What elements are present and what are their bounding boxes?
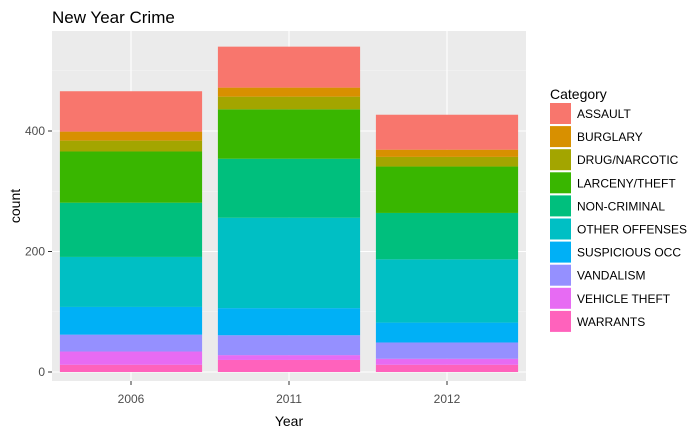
bars <box>59 46 519 372</box>
bar-segment-2006-larceny-theft <box>59 151 203 203</box>
bar-segment-2012-burglary <box>375 149 519 157</box>
legend-title: Category <box>550 86 607 102</box>
y-tick-label: 0 <box>38 365 45 379</box>
x-axis-title: Year <box>275 413 304 429</box>
bar-segment-2012-vandalism <box>375 342 519 359</box>
legend: Category ASSAULT BURGLARY DRUG/NARCOTIC LAR… <box>550 86 687 332</box>
bar-segment-2011-other-offenses <box>217 217 361 309</box>
x-tick-label: 2006 <box>118 392 145 406</box>
legend-key <box>550 241 571 263</box>
bar-segment-2011-suspicious-occ <box>217 308 361 336</box>
bar-segment-2006-drug-narcotic <box>59 140 203 152</box>
x-tick-label: 2011 <box>276 392 302 406</box>
legend-key <box>550 195 571 217</box>
bar-segment-2011-assault <box>217 46 361 88</box>
bar-segment-2006-vandalism <box>59 334 203 352</box>
y-tick-label: 200 <box>25 245 45 259</box>
bar-segment-2012-other-offenses <box>375 259 519 323</box>
chart-title: New Year Crime <box>52 8 175 27</box>
legend-label: BURGLARY <box>577 130 643 144</box>
bar-segment-2006-other-offenses <box>59 256 203 307</box>
bar-segment-2006-non-criminal <box>59 202 203 257</box>
bar-segment-2011-vandalism <box>217 335 361 356</box>
legend-key <box>550 264 571 286</box>
legend-label: WARRANTS <box>577 315 645 329</box>
bar-segment-2011-non-criminal <box>217 158 361 218</box>
legend-label: VEHICLE THEFT <box>577 292 671 306</box>
bar-segment-2011-larceny-theft <box>217 109 361 159</box>
legend-label: LARCENY/THEFT <box>577 176 676 190</box>
x-axis: 2006 2011 2012 <box>118 381 461 406</box>
legend-label: SUSPICIOUS OCC <box>577 246 681 260</box>
y-axis-title: count <box>7 189 23 223</box>
legend-key <box>550 126 571 148</box>
bar-segment-2006-burglary <box>59 131 203 141</box>
bar-segment-2012-suspicious-occ <box>375 322 519 343</box>
bar-segment-2006-assault <box>59 91 203 132</box>
bar-segment-2011-drug-narcotic <box>217 96 361 110</box>
legend-label: NON-CRIMINAL <box>577 199 665 213</box>
legend-key <box>550 218 571 240</box>
legend-label: VANDALISM <box>577 269 645 283</box>
y-axis: 0 200 400 <box>25 124 52 379</box>
x-tick-label: 2012 <box>434 392 461 406</box>
legend-key <box>550 287 571 309</box>
bar-segment-2012-vehicle-theft <box>375 358 519 365</box>
bar-segment-2006-suspicious-occ <box>59 306 203 335</box>
legend-key <box>550 310 571 332</box>
bar-segment-2011-burglary <box>217 87 361 97</box>
bar-segment-2012-assault <box>375 114 519 150</box>
legend-key <box>550 172 571 194</box>
legend-label: ASSAULT <box>577 107 631 121</box>
bar-segment-2012-warrants <box>375 364 519 372</box>
bar-segment-2006-warrants <box>59 364 203 372</box>
legend-label: OTHER OFFENSES <box>577 223 687 237</box>
bar-segment-2006-vehicle-theft <box>59 351 203 365</box>
bar-segment-2012-drug-narcotic <box>375 156 519 167</box>
legend-key <box>550 103 571 124</box>
legend-label: DRUG/NARCOTIC <box>577 153 679 167</box>
bar-segment-2012-non-criminal <box>375 212 519 260</box>
bar-segment-2011-warrants <box>217 359 361 372</box>
y-tick-label: 400 <box>25 124 45 138</box>
bar-segment-2011-vehicle-theft <box>217 355 361 360</box>
bar-segment-2012-larceny-theft <box>375 166 519 213</box>
legend-key <box>550 149 571 171</box>
